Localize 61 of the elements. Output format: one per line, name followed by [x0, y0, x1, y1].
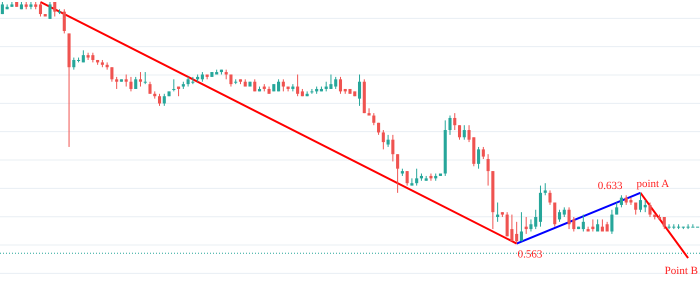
candlestick — [129, 76, 132, 92]
candlestick — [396, 154, 400, 194]
candlestick — [162, 93, 166, 106]
candlestick — [91, 52, 94, 63]
candlestick — [458, 124, 462, 140]
annotation: point A — [636, 178, 670, 190]
candlestick — [482, 146, 485, 160]
candlestick — [134, 76, 138, 90]
candlestick — [406, 170, 409, 186]
candlestick — [591, 218, 594, 232]
candlestick — [448, 115, 452, 136]
candlestick — [186, 76, 190, 88]
candlestick — [520, 212, 523, 242]
candlestick — [553, 202, 556, 228]
candlestick — [648, 202, 652, 218]
candlestick — [624, 194, 628, 206]
candlestick — [82, 50, 85, 63]
candlestick — [544, 182, 547, 196]
candlestick — [296, 74, 300, 97]
annotation: 0.633 — [598, 180, 623, 192]
candlestick — [486, 154, 490, 186]
candlestick — [158, 93, 162, 106]
candlestick — [610, 209, 614, 234]
candlestick — [253, 78, 256, 92]
candlestick — [391, 134, 394, 162]
candlestick — [386, 134, 390, 148]
candlestick — [468, 124, 471, 143]
candlestick — [177, 86, 180, 97]
candlestick — [453, 112, 456, 131]
candlestick — [506, 212, 509, 237]
candlestick — [382, 130, 385, 150]
candlestick — [144, 72, 147, 85]
candlestick — [568, 206, 571, 230]
candlestick — [224, 69, 228, 80]
candlestick — [48, 2, 52, 20]
candlestick — [282, 78, 285, 92]
candlestick — [358, 74, 362, 106]
candlestick — [524, 216, 528, 234]
candlestick — [415, 168, 418, 186]
candlestick — [582, 214, 585, 232]
candlestick — [53, 2, 56, 17]
candlestick — [634, 202, 638, 216]
text: 0.563 — [518, 248, 543, 261]
candlestick — [148, 81, 152, 94]
candlestick — [110, 66, 114, 82]
candlestick — [229, 74, 232, 88]
candlestick — [324, 81, 328, 92]
candlestick — [62, 8, 66, 34]
candlestick — [372, 112, 376, 126]
candlestick — [496, 202, 500, 222]
candlestick — [620, 194, 623, 208]
candlestick — [548, 190, 552, 206]
text: Point B — [664, 265, 698, 278]
candlestick — [596, 218, 600, 232]
candlestick — [477, 146, 480, 170]
candlestick — [200, 72, 204, 82]
candlestick — [172, 78, 176, 92]
candlestick — [615, 202, 618, 216]
candlestick — [377, 122, 380, 136]
candlestick — [572, 216, 576, 232]
candlestick — [462, 124, 466, 140]
